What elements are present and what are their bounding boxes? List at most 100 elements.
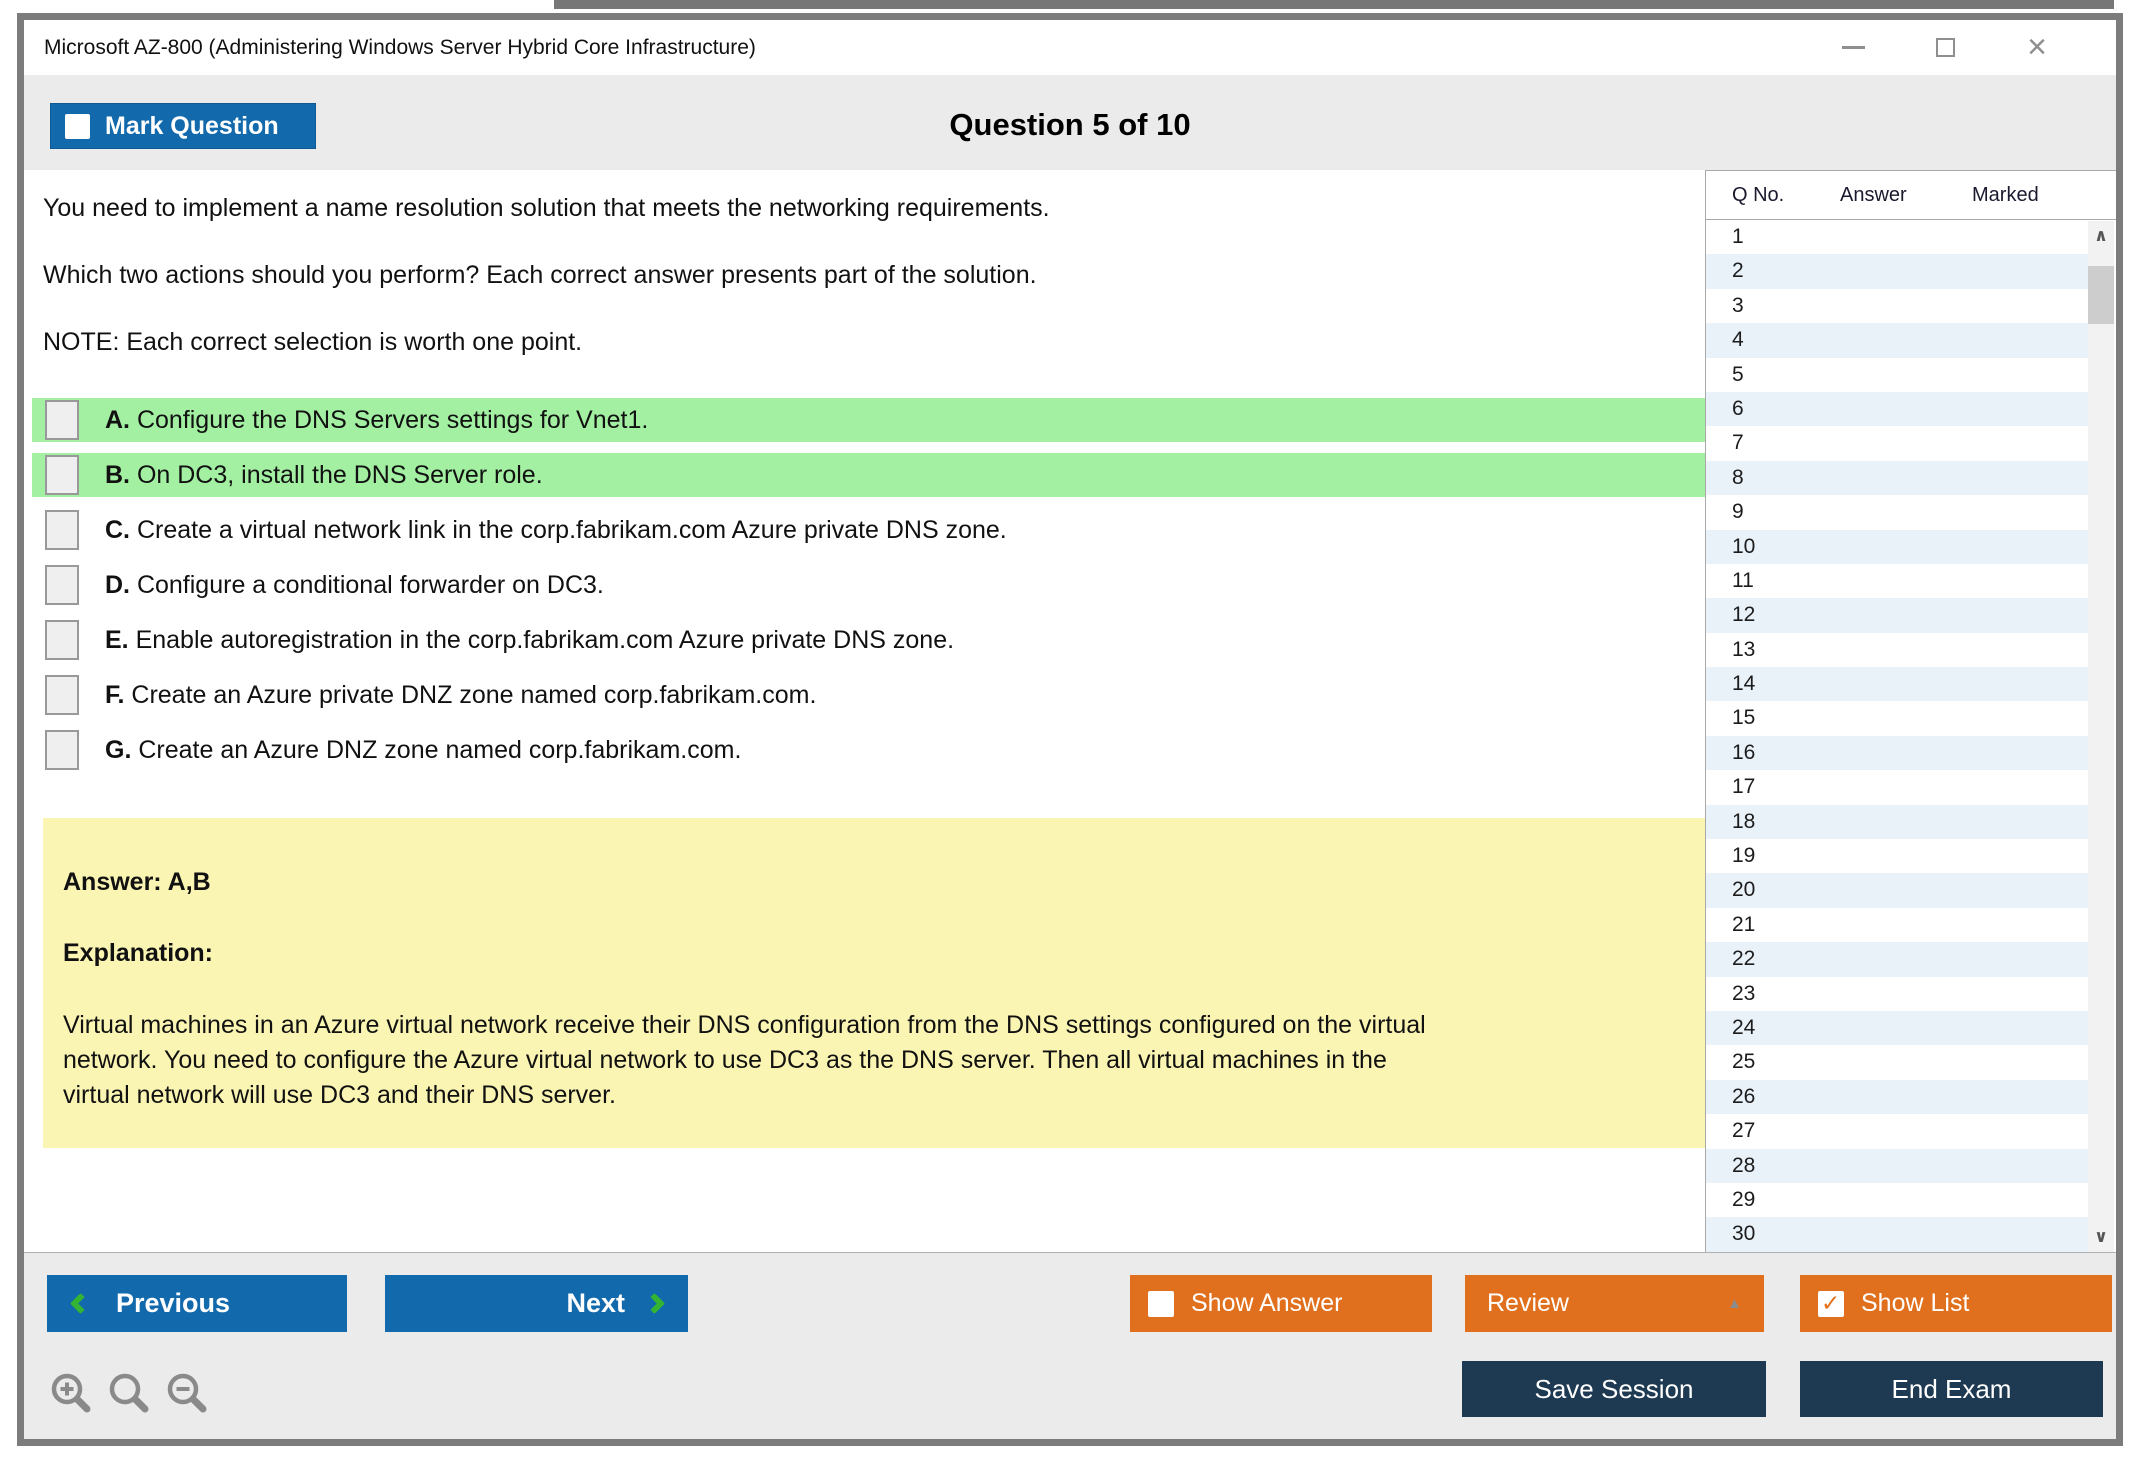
question-list-row[interactable]: 11	[1706, 564, 2088, 598]
question-list-row[interactable]: 6	[1706, 391, 2088, 427]
question-list-row[interactable]: 4	[1706, 323, 2088, 358]
scrollbar-track[interactable]	[2088, 251, 2114, 1222]
show-answer-button[interactable]: Show Answer	[1130, 1275, 1432, 1332]
scroll-down-icon[interactable]: ∨	[2094, 1227, 2108, 1246]
close-button[interactable]: ×	[2020, 20, 2054, 75]
question-list-row[interactable]: 2	[1706, 254, 2088, 289]
question-list-row[interactable]: 19	[1706, 839, 2088, 873]
option-checkbox[interactable]	[45, 675, 79, 715]
question-number: 22	[1732, 947, 1756, 971]
question-list-row[interactable]: 17	[1706, 770, 2088, 804]
question-list-row[interactable]: 22	[1706, 942, 2088, 977]
question-number: 2	[1732, 259, 1744, 283]
question-list-row[interactable]: 28	[1706, 1148, 2088, 1183]
question-number: 20	[1732, 878, 1756, 902]
mark-question-button[interactable]: Mark Question	[50, 103, 316, 149]
question-list-row[interactable]: 25	[1706, 1045, 2088, 1079]
next-button[interactable]: Next	[385, 1275, 688, 1332]
question-list-row[interactable]: 26	[1706, 1079, 2088, 1115]
minimize-icon	[1841, 46, 1865, 49]
question-text-line: Which two actions should you perform? Ea…	[43, 261, 1037, 289]
maximize-icon	[1935, 38, 1955, 57]
question-number: 23	[1732, 981, 1756, 1005]
end-exam-button[interactable]: End Exam	[1800, 1361, 2103, 1417]
zoom-reset-icon[interactable]	[107, 1371, 151, 1415]
question-list-row[interactable]: 7	[1706, 426, 2088, 460]
answer-option-row[interactable]: B. On DC3, install the DNS Server role.	[32, 453, 1712, 497]
question-list-row[interactable]: 9	[1706, 495, 2088, 529]
option-checkbox[interactable]	[45, 565, 79, 605]
question-list-row[interactable]: 8	[1706, 460, 2088, 496]
question-number: 7	[1732, 431, 1744, 455]
footer-bar: Previous Next Show Answer Review ▲ ✓ Sho…	[24, 1252, 2116, 1439]
scroll-up-icon[interactable]: ∧	[2094, 226, 2108, 245]
question-list-row[interactable]: 21	[1706, 908, 2088, 942]
save-session-button[interactable]: Save Session	[1462, 1361, 1766, 1417]
question-number: 21	[1732, 912, 1756, 936]
option-checkbox[interactable]	[45, 730, 79, 770]
explanation-line: Virtual machines in an Azure virtual net…	[63, 1011, 1426, 1039]
scrollbar[interactable]: ∧ ∨	[2088, 221, 2114, 1252]
show-list-label: Show List	[1861, 1289, 1970, 1317]
question-list-row[interactable]: 14	[1706, 667, 2088, 702]
question-list-row[interactable]: 5	[1706, 358, 2088, 392]
mark-question-checkbox[interactable]	[65, 113, 90, 139]
title-bar: Microsoft AZ-800 (Administering Windows …	[24, 20, 2116, 75]
minimize-button[interactable]	[1836, 20, 1870, 75]
question-list-row[interactable]: 15	[1706, 701, 2088, 735]
option-checkbox[interactable]	[45, 455, 79, 495]
zoom-out-icon[interactable]	[165, 1371, 209, 1415]
question-list-row[interactable]: 24	[1706, 1010, 2088, 1046]
option-checkbox[interactable]	[45, 510, 79, 550]
question-number: 15	[1732, 706, 1756, 730]
question-text-line: NOTE: Each correct selection is worth on…	[43, 328, 583, 356]
review-button[interactable]: Review ▲	[1465, 1275, 1764, 1332]
option-text: A. Configure the DNS Servers settings fo…	[105, 405, 649, 434]
option-checkbox[interactable]	[45, 620, 79, 660]
check-icon: ✓	[1821, 1289, 1841, 1316]
column-header-marked: Marked	[1972, 184, 2039, 206]
zoom-in-icon[interactable]	[49, 1371, 93, 1415]
question-number: 27	[1732, 1119, 1756, 1143]
answer-option-row[interactable]: C. Create a virtual network link in the …	[32, 508, 1712, 552]
maximize-button[interactable]	[1928, 20, 1962, 75]
answer-option-row[interactable]: G. Create an Azure DNZ zone named corp.f…	[32, 728, 1712, 772]
show-list-button[interactable]: ✓ Show List	[1800, 1275, 2112, 1332]
answer-option-row[interactable]: A. Configure the DNS Servers settings fo…	[32, 398, 1712, 442]
explanation-heading: Explanation:	[63, 939, 214, 967]
show-answer-checkbox[interactable]	[1148, 1290, 1174, 1317]
answer-explanation-box: Answer: A,B Explanation: Virtual machine…	[43, 818, 1712, 1148]
option-text: F. Create an Azure private DNZ zone name…	[105, 680, 817, 709]
question-list-row[interactable]: 10	[1706, 529, 2088, 564]
show-list-checkbox[interactable]: ✓	[1818, 1289, 1844, 1317]
column-header-answer: Answer	[1840, 184, 1907, 206]
question-list-row[interactable]: 23	[1706, 977, 2088, 1011]
question-number: 6	[1732, 396, 1744, 420]
question-list-row[interactable]: 13	[1706, 633, 2088, 667]
option-checkbox[interactable]	[45, 400, 79, 440]
question-text-line: You need to implement a name resolution …	[43, 194, 1050, 222]
chevron-left-icon	[69, 1292, 92, 1315]
question-list-row[interactable]: 30	[1706, 1217, 2088, 1252]
answer-option-row[interactable]: F. Create an Azure private DNZ zone name…	[32, 673, 1712, 717]
background-window-edge	[554, 0, 2114, 9]
question-list-row[interactable]: 16	[1706, 735, 2088, 771]
question-list-row[interactable]: 20	[1706, 873, 2088, 908]
previous-button[interactable]: Previous	[47, 1275, 347, 1332]
question-list-row[interactable]: 3	[1706, 289, 2088, 323]
question-list-row[interactable]: 18	[1706, 804, 2088, 840]
question-list-row[interactable]: 1	[1706, 220, 2088, 254]
question-list-row[interactable]: 29	[1706, 1183, 2088, 1217]
question-list-row[interactable]: 27	[1706, 1114, 2088, 1148]
answer-option-row[interactable]: D. Configure a conditional forwarder on …	[32, 563, 1712, 607]
question-number: 14	[1732, 672, 1756, 696]
answer-label: Answer: A,B	[63, 868, 211, 896]
scrollbar-thumb[interactable]	[2088, 266, 2114, 324]
question-counter: Question 5 of 10	[949, 107, 1191, 142]
options-list: A. Configure the DNS Servers settings fo…	[32, 398, 1712, 783]
window-controls: ×	[1816, 20, 2116, 75]
question-list-row[interactable]: 12	[1706, 598, 2088, 633]
question-number: 9	[1732, 500, 1744, 524]
header-band: Mark Question Question 5 of 10	[24, 75, 2116, 170]
answer-option-row[interactable]: E. Enable autoregistration in the corp.f…	[32, 618, 1712, 662]
